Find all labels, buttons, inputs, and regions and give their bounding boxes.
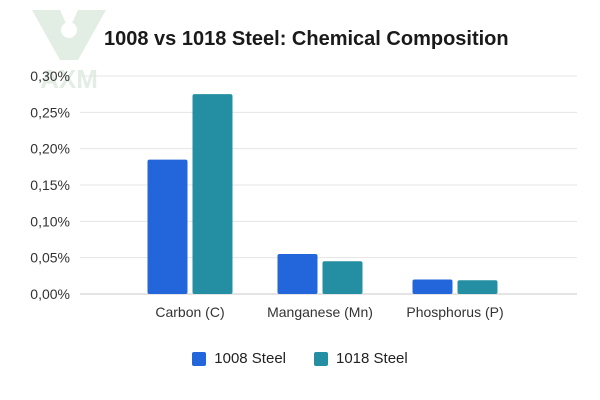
x-tick-label: Phosphorus (P) — [406, 304, 503, 320]
y-tick-label: 0,20% — [30, 141, 70, 157]
y-tick-label: 0,15% — [30, 177, 70, 193]
bar-1008-2 — [412, 279, 453, 294]
bar-1018-0 — [192, 94, 233, 295]
x-tick-label: Carbon (C) — [155, 304, 224, 320]
bar-1018-1 — [322, 261, 363, 294]
watermark-text: AXM — [40, 64, 98, 93]
chart-legend: 1008 Steel 1018 Steel — [0, 350, 600, 367]
bar-1008-0 — [147, 159, 188, 294]
x-tick-label: Manganese (Mn) — [267, 304, 373, 320]
y-tick-label: 0,00% — [30, 286, 70, 302]
y-tick-label: 0,10% — [30, 213, 70, 229]
legend-label-1008: 1008 Steel — [214, 350, 286, 367]
legend-label-1018: 1018 Steel — [336, 350, 408, 367]
watermark-logo: AXM — [32, 10, 106, 93]
legend-swatch-1008 — [192, 351, 207, 366]
y-tick-label: 0,25% — [30, 104, 70, 120]
bar-1018-2 — [457, 280, 498, 294]
chart-title: 1008 vs 1018 Steel: Chemical Composition — [104, 28, 509, 50]
legend-item-1008: 1008 Steel — [192, 350, 286, 367]
y-tick-label: 0,30% — [30, 68, 70, 84]
y-tick-label: 0,05% — [30, 250, 70, 266]
legend-swatch-1018 — [314, 351, 328, 366]
bar-1008-1 — [277, 254, 318, 294]
legend-item-1018: 1018 Steel — [314, 350, 408, 367]
